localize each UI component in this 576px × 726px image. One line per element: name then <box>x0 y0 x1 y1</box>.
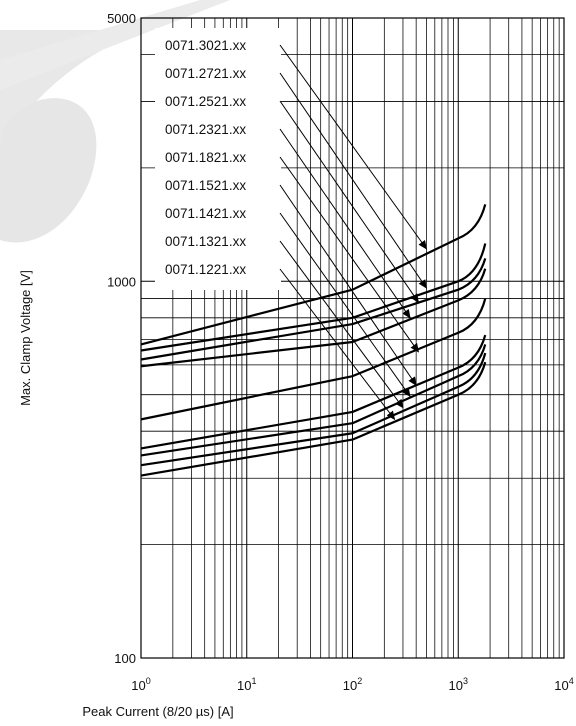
leader-arrow-0071.2321.xx <box>279 128 411 319</box>
series-layer <box>140 204 487 477</box>
x-tick-labels: 100 101 102 103 104 <box>131 676 573 693</box>
y-tick-labels: 100 1000 5000 <box>107 11 136 666</box>
legend-label-0071.2721.xx: 0071.2721.xx <box>165 66 246 81</box>
x-tick-label: 102 <box>343 676 362 693</box>
legend-label-0071.1221.xx: 0071.1221.xx <box>165 262 246 277</box>
series-line-0071.1521.xx <box>140 334 487 450</box>
legend-labels: 0071.3021.xx 0071.2721.xx 0071.2521.xx 0071… <box>165 38 246 277</box>
legend-box <box>155 28 281 290</box>
series-line-0071.1321.xx <box>140 352 487 467</box>
leader-arrow-0071.2721.xx <box>279 72 427 289</box>
x-tick-label: 100 <box>131 676 150 693</box>
leader-arrow-0071.1421.xx <box>279 212 411 398</box>
leader-arrow-0071.1521.xx <box>279 184 417 386</box>
y-tick-label: 1000 <box>107 274 136 289</box>
legend-label-0071.1321.xx: 0071.1321.xx <box>165 234 246 249</box>
legend-label-0071.3021.xx: 0071.3021.xx <box>165 38 246 53</box>
legend-label-0071.2521.xx: 0071.2521.xx <box>165 94 246 109</box>
leader-arrow-0071.3021.xx <box>279 44 427 250</box>
x-tick-label: 104 <box>554 676 573 693</box>
legend-label-0071.2321.xx: 0071.2321.xx <box>165 122 246 137</box>
x-axis-title: Peak Current (8/20 µs) [A] <box>82 704 233 719</box>
series-line-0071.1821.xx <box>140 298 487 421</box>
y-tick-label: 100 <box>114 651 136 666</box>
y-axis-title: Max. Clamp Voltage [V] <box>18 270 33 406</box>
series-line-0071.2521.xx <box>140 258 487 361</box>
series-line-0071.1421.xx <box>140 344 487 457</box>
series-line-0071.3021.xx <box>140 204 487 346</box>
series-line-0071.2321.xx <box>140 268 487 368</box>
series-line-0071.2721.xx <box>140 243 487 352</box>
y-tick-label: 5000 <box>107 11 136 26</box>
x-tick-label: 101 <box>237 676 256 693</box>
leader-arrow-0071.1821.xx <box>279 156 419 353</box>
legend-label-0071.1521.xx: 0071.1521.xx <box>165 178 246 193</box>
plot-frame <box>140 17 565 659</box>
leader-arrow-0071.2521.xx <box>279 100 419 304</box>
x-tick-label: 103 <box>449 676 468 693</box>
watermark-ring <box>0 98 97 243</box>
legend-label-0071.1821.xx: 0071.1821.xx <box>165 150 246 165</box>
leader-arrow-0071.1321.xx <box>279 240 404 409</box>
leader-arrow-0071.1221.xx <box>279 268 396 421</box>
arrow-layer <box>279 44 427 421</box>
legend-label-0071.1421.xx: 0071.1421.xx <box>165 206 246 221</box>
series-line-0071.1221.xx <box>140 361 487 477</box>
